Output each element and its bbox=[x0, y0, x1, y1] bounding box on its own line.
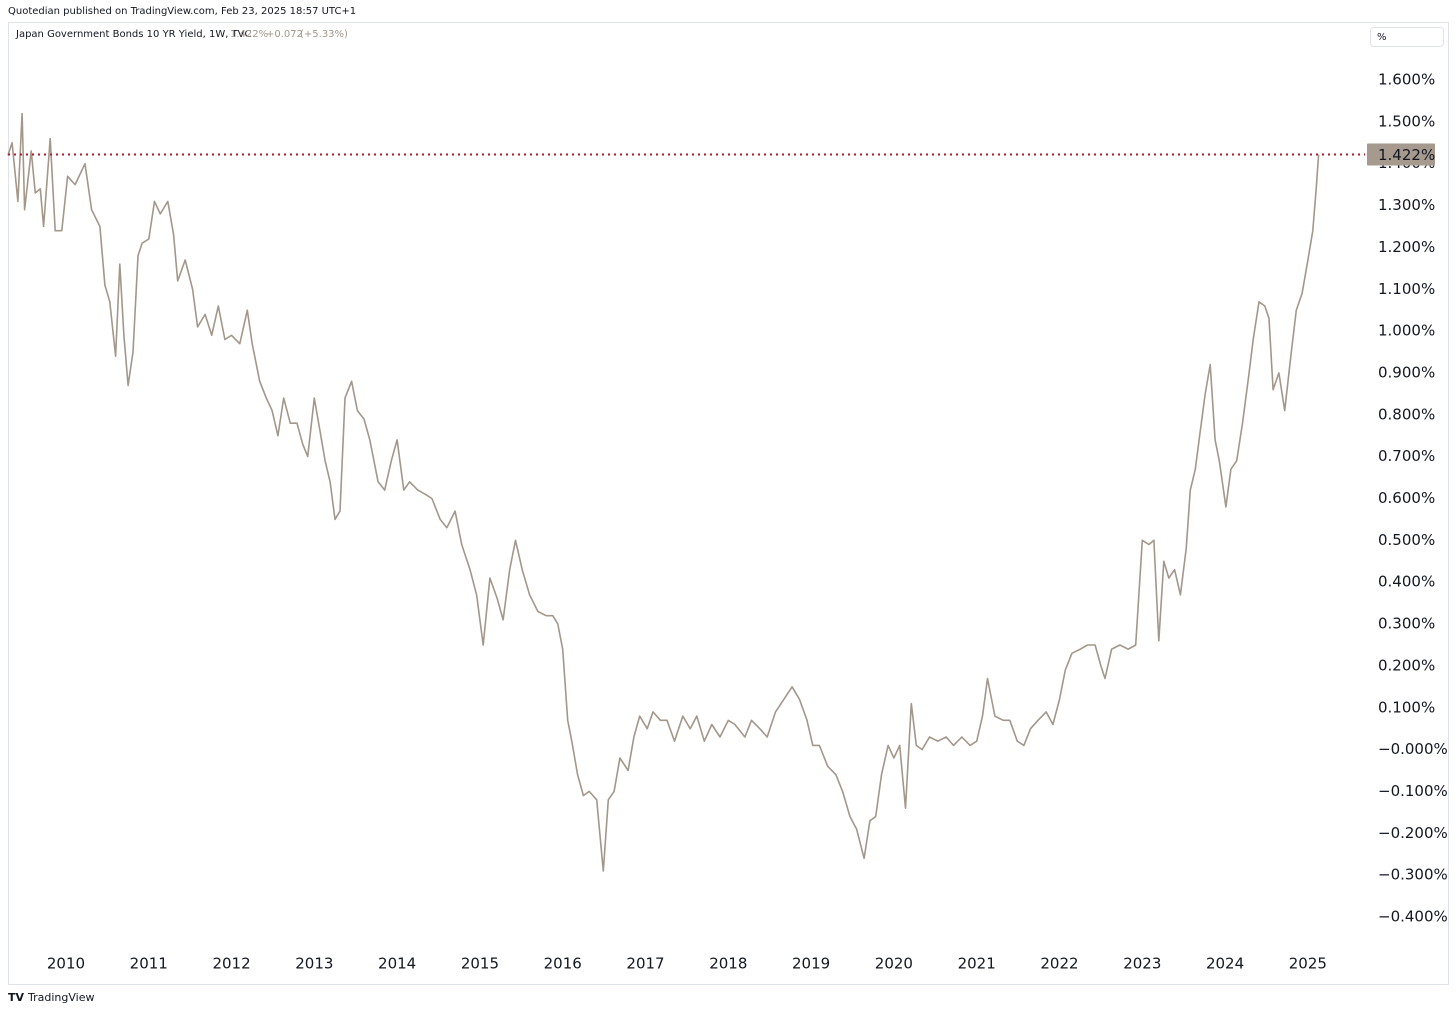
x-tick-label: 2023 bbox=[1123, 955, 1161, 973]
y-tick-label: 1.600% bbox=[1378, 71, 1435, 89]
y-tick-label: −0.300% bbox=[1378, 866, 1448, 884]
y-tick-label: 0.900% bbox=[1378, 363, 1435, 381]
y-tick-label: −0.400% bbox=[1378, 908, 1448, 926]
y-tick-label: 0.100% bbox=[1378, 698, 1435, 716]
y-tick-label: 1.500% bbox=[1378, 112, 1435, 130]
y-tick-label: 0.500% bbox=[1378, 531, 1435, 549]
x-tick-label: 2015 bbox=[461, 955, 499, 973]
x-tick-label: 2020 bbox=[875, 955, 913, 973]
price-tag bbox=[1367, 143, 1435, 166]
price-tag-label: 1.422% bbox=[1378, 146, 1435, 164]
x-tick-label: 2010 bbox=[47, 955, 85, 973]
x-tick-label: 2016 bbox=[544, 955, 582, 973]
x-tick-label: 2017 bbox=[626, 955, 664, 973]
y-tick-label: 0.700% bbox=[1378, 447, 1435, 465]
line-series bbox=[7, 112, 1320, 872]
brand-logo: TV bbox=[8, 991, 25, 1004]
y-tick-label: 0.400% bbox=[1378, 573, 1435, 591]
y-tick-label: −0.200% bbox=[1378, 824, 1448, 842]
brand: TradingView bbox=[27, 991, 94, 1004]
x-tick-label: 2018 bbox=[709, 955, 747, 973]
legend-change-pct: (+5.33%) bbox=[300, 29, 348, 40]
x-tick-label: 2011 bbox=[130, 955, 168, 973]
y-tick-label: 0.300% bbox=[1378, 615, 1435, 633]
y-tick-label: 0.200% bbox=[1378, 656, 1435, 674]
byline: Quotedian published on TradingView.com, … bbox=[8, 6, 356, 17]
x-tick-label: 2022 bbox=[1040, 955, 1078, 973]
legend-symbol: Japan Government Bonds 10 YR Yield, 1W, … bbox=[15, 29, 252, 40]
unit-label: % bbox=[1377, 32, 1387, 43]
x-tick-label: 2019 bbox=[792, 955, 830, 973]
y-tick-label: 0.600% bbox=[1378, 489, 1435, 507]
y-tick-label: 1.300% bbox=[1378, 196, 1435, 214]
y-tick-label: 1.000% bbox=[1378, 322, 1435, 340]
y-tick-label: 1.100% bbox=[1378, 280, 1435, 298]
y-tick-label: 1.200% bbox=[1378, 238, 1435, 256]
x-tick-label: 2021 bbox=[958, 955, 996, 973]
y-tick-label: 0.800% bbox=[1378, 405, 1435, 423]
frame bbox=[8, 22, 1449, 985]
x-tick-label: 2012 bbox=[212, 955, 250, 973]
y-tick-label: −0.100% bbox=[1378, 782, 1448, 800]
unit-box[interactable] bbox=[1370, 27, 1444, 47]
y-tick-label: −0.000% bbox=[1378, 740, 1448, 758]
x-tick-label: 2014 bbox=[378, 955, 416, 973]
x-tick-label: 2013 bbox=[295, 955, 333, 973]
legend-change: +0.072 bbox=[266, 29, 303, 40]
x-tick-label: 2025 bbox=[1289, 955, 1327, 973]
x-tick-label: 2024 bbox=[1206, 955, 1244, 973]
legend-last: 1.422% bbox=[230, 29, 268, 40]
